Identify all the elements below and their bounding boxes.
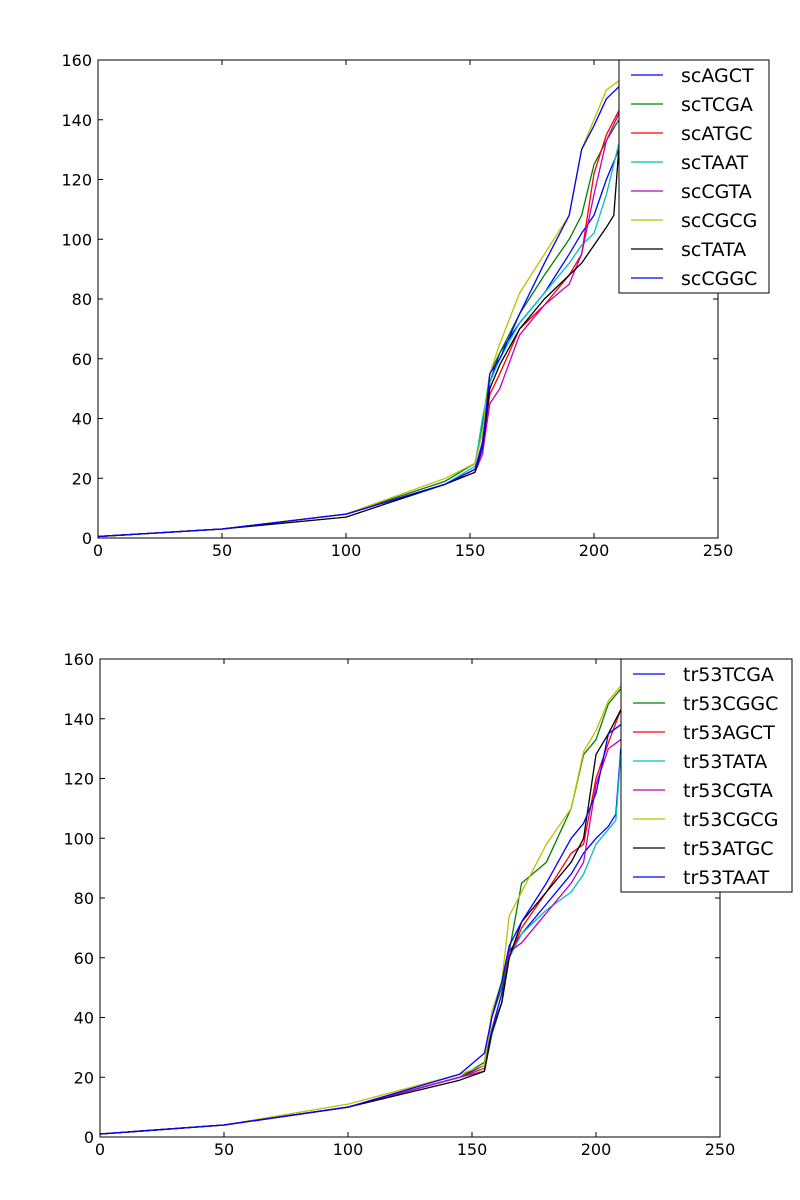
subplot-2: 0 50 100 150 200 250 0 20 40 60 80 100 120 140 160 tr53… [63, 650, 793, 1159]
legend-label-tr53TAAT: tr53TAAT [683, 867, 770, 889]
y-tick-label: 40 [72, 410, 92, 429]
y-tick-label: 20 [72, 469, 92, 488]
y-tick-label: 20 [74, 1068, 94, 1087]
x-tick-label: 150 [457, 1140, 488, 1159]
series-line-scCGGC [98, 86, 620, 538]
x-tick-label: 0 [95, 1140, 105, 1159]
legend-label-tr53ATGC: tr53ATGC [683, 838, 774, 860]
x-tick-label: 50 [212, 541, 232, 560]
legend-box [620, 658, 793, 893]
series-line-scTATA [98, 149, 620, 538]
series-line-tr53ATGC [100, 709, 622, 1135]
legend-label-tr53AGCT: tr53AGCT [683, 722, 775, 744]
legend: tr53TCGA tr53CGGC tr53AGCT tr53TATA tr53CGTA… [620, 658, 793, 893]
series-line-scCGTA [98, 113, 620, 538]
x-tick-label: 200 [581, 1140, 612, 1159]
subplot-1: 0 50 100 150 200 250 0 20 40 60 80 100 120 140 160 scAG… [61, 51, 770, 560]
series-line-scTCGA [98, 119, 620, 538]
series-line-tr53TCGA [100, 748, 622, 1135]
y-tick-label: 0 [82, 529, 92, 548]
y-tick-label: 120 [63, 770, 94, 789]
series-group [100, 685, 622, 1135]
x-tick-label: 50 [214, 1140, 234, 1159]
series-line-tr53CGCG [100, 685, 622, 1135]
legend-label-scCGCG: scCGCG [681, 210, 757, 232]
legend-label-tr53TATA: tr53TATA [683, 751, 767, 773]
legend: scAGCT scTCGA scATGC scTAAT scCGTA scCGCG scTA… [618, 59, 770, 294]
y-tick-label: 80 [72, 290, 92, 309]
legend-label-tr53CGCG: tr53CGCG [683, 809, 778, 831]
series-group [98, 80, 620, 538]
legend-label-scTCGA: scTCGA [681, 94, 753, 116]
legend-label-scCGTA: scCGTA [681, 181, 752, 203]
y-tick-label: 160 [61, 51, 92, 70]
series-line-tr53CGTA [100, 739, 622, 1135]
x-tick-label: 250 [705, 1140, 736, 1159]
series-line-scAGCT [98, 149, 620, 538]
y-tick-label: 120 [61, 171, 92, 190]
x-tick-label: 200 [579, 541, 610, 560]
y-tick-label: 60 [72, 350, 92, 369]
legend-label-tr53CGGC: tr53CGGC [683, 693, 778, 715]
y-tick-label: 160 [63, 650, 94, 669]
y-tick-label: 140 [61, 111, 92, 130]
legend-label-tr53TCGA: tr53TCGA [683, 664, 774, 686]
series-line-scCGCG [98, 80, 620, 538]
x-tick-label: 0 [93, 541, 103, 560]
legend-label-scAGCT: scAGCT [681, 65, 754, 87]
series-line-tr53TATA [100, 754, 622, 1135]
y-tick-label: 80 [74, 889, 94, 908]
legend-label-tr53CGTA: tr53CGTA [683, 780, 773, 802]
x-tick-label: 100 [333, 1140, 364, 1159]
series-line-tr53CGGC [100, 688, 622, 1135]
x-tick-label: 100 [331, 541, 362, 560]
series-line-tr53TAAT [100, 724, 622, 1135]
legend-label-scTATA: scTATA [681, 239, 746, 261]
legend-box [618, 59, 770, 294]
legend-label-scATGC: scATGC [681, 123, 752, 145]
series-line-scTAAT [98, 143, 620, 538]
legend-label-scTAAT: scTAAT [681, 152, 749, 174]
y-tick-label: 0 [84, 1128, 94, 1147]
x-tick-label: 150 [455, 541, 486, 560]
series-line-scATGC [98, 110, 620, 538]
legend-label-scCGGC: scCGGC [681, 268, 757, 290]
y-tick-label: 40 [74, 1009, 94, 1028]
y-tick-label: 100 [63, 829, 94, 848]
y-tick-label: 60 [74, 949, 94, 968]
y-tick-label: 100 [61, 230, 92, 249]
series-line-tr53AGCT [100, 709, 622, 1135]
y-tick-label: 140 [63, 710, 94, 729]
x-tick-label: 250 [703, 541, 734, 560]
